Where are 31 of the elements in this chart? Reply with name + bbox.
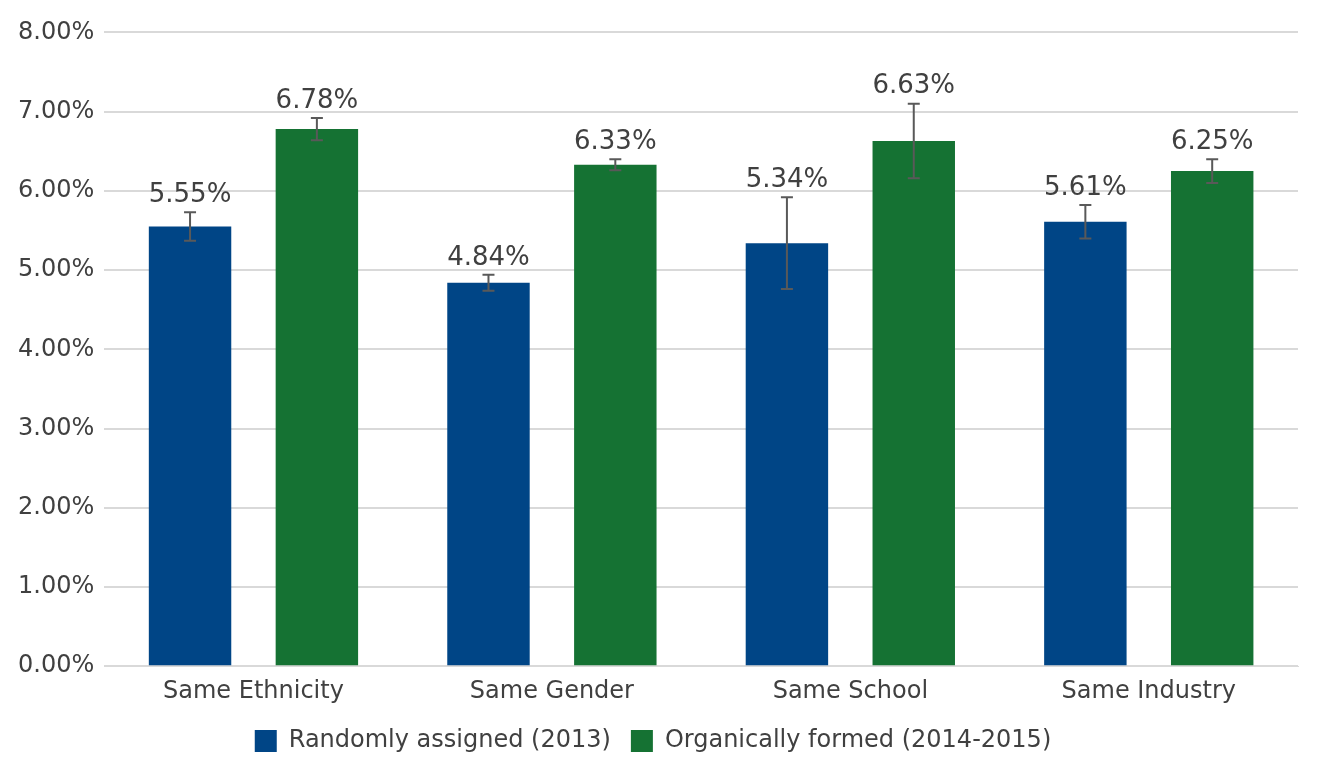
y-tick-label: 5.00% [17,254,95,283]
data-label: 4.84% [447,240,530,271]
legend-label: Randomly assigned (2013) [288,725,611,754]
y-tick-label: 0.00% [17,650,95,679]
y-tick-label: 7.00% [17,95,95,124]
x-tick-label: Same Industry [1061,675,1236,704]
bar [872,140,955,666]
x-tick-label: Same Gender [469,675,635,704]
bar [1170,171,1254,666]
x-tick-label: Same Ethnicity [163,675,344,704]
y-tick-label: 4.00% [17,333,95,362]
data-label: 5.34% [745,162,829,193]
bar [1044,221,1127,666]
data-label: 5.55% [148,177,232,208]
bar [275,129,359,666]
bar [574,164,657,666]
bar [148,226,232,666]
y-tick-label: 2.00% [17,491,95,520]
data-label: 6.63% [872,69,956,100]
y-tick-label: 3.00% [17,412,95,441]
y-tick-label: 6.00% [17,175,95,204]
data-label: 6.33% [574,124,657,155]
data-label: 6.25% [1170,124,1254,155]
y-tick-label: 1.00% [17,571,95,600]
y-tick-label: 8.00% [17,16,95,45]
bar [447,282,530,666]
x-tick-label: Same School [772,675,929,704]
bar [745,243,829,666]
legend-label: Organically formed (2014-2015) [664,725,1052,754]
data-label: 6.78% [275,83,359,114]
data-label: 5.61% [1044,170,1127,201]
